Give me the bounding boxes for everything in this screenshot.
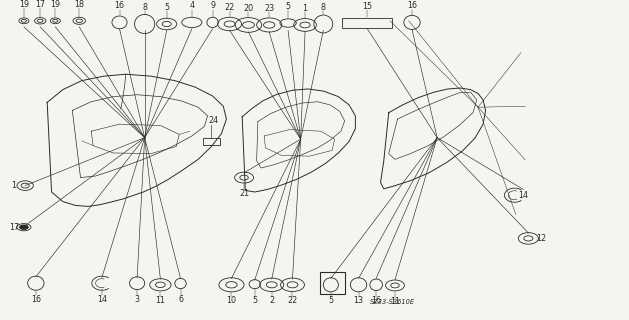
Text: 8: 8: [142, 3, 147, 12]
Text: 21: 21: [239, 189, 249, 198]
Text: 17: 17: [35, 0, 45, 9]
Text: 1: 1: [11, 181, 16, 190]
Text: 4: 4: [189, 1, 194, 10]
Text: 11: 11: [155, 296, 165, 305]
Text: 20: 20: [243, 4, 253, 13]
Text: 12: 12: [536, 234, 546, 243]
Bar: [320, 272, 345, 294]
Text: 16: 16: [31, 295, 41, 304]
Text: 3: 3: [135, 295, 140, 304]
Text: 6: 6: [178, 295, 183, 304]
Text: 5: 5: [286, 2, 291, 11]
Text: SZ33-S3610E: SZ33-S3610E: [370, 300, 415, 305]
Text: 16: 16: [407, 1, 417, 10]
Text: 8: 8: [321, 3, 326, 12]
Bar: [203, 138, 220, 145]
Text: 24: 24: [209, 116, 219, 125]
Text: 14: 14: [97, 295, 107, 304]
Text: 17: 17: [9, 223, 19, 232]
Text: 10: 10: [226, 296, 237, 305]
Text: 15: 15: [362, 2, 372, 11]
Text: 5: 5: [164, 3, 169, 12]
Text: 22: 22: [287, 296, 298, 305]
Text: 2: 2: [269, 296, 274, 305]
Circle shape: [19, 225, 28, 229]
Text: 19: 19: [50, 0, 60, 9]
Text: 16: 16: [114, 1, 125, 10]
Text: 18: 18: [74, 0, 84, 9]
Text: 13: 13: [353, 296, 364, 305]
Text: 22: 22: [225, 3, 235, 12]
Text: 14: 14: [518, 191, 528, 200]
Text: 19: 19: [19, 0, 29, 9]
Bar: [342, 18, 392, 28]
Text: 23: 23: [264, 4, 274, 13]
Text: 1: 1: [303, 4, 308, 13]
Text: 5: 5: [252, 296, 257, 305]
Text: 9: 9: [210, 1, 215, 10]
Text: 16: 16: [371, 296, 381, 305]
Text: 11: 11: [390, 297, 400, 306]
Text: 5: 5: [328, 296, 333, 305]
